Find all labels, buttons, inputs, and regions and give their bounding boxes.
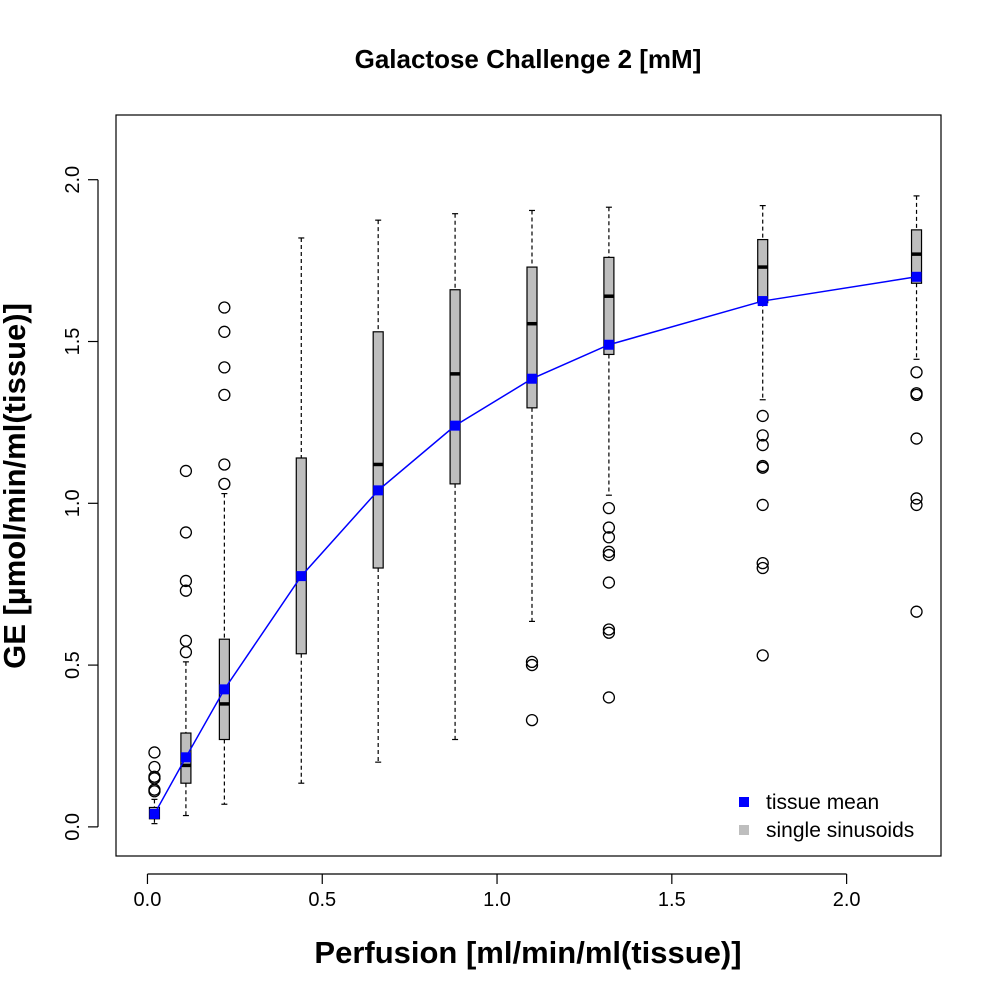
outlier-point (602, 548, 616, 562)
outlier-point (602, 521, 616, 534)
legend-swatch (739, 797, 749, 807)
outlier-point (602, 691, 616, 704)
outlier-point (756, 498, 769, 512)
tissue-mean-point (911, 271, 922, 282)
outlier-point (910, 432, 923, 445)
box-iqr (449, 289, 461, 485)
x-tick-label: 0.5 (308, 889, 336, 911)
x-tick-label: 1.0 (483, 889, 511, 911)
outlier-point (218, 361, 231, 374)
tissue-mean-point (450, 420, 461, 431)
outlier-point (179, 584, 193, 597)
tissue-mean-point (149, 808, 160, 819)
box-group-9 (910, 195, 923, 618)
axes-layer: 0.0 0.5 1.0 1.5 2.0 0.0 0.5 1.0 1.5 2.0 (62, 114, 942, 911)
outlier-point (756, 409, 769, 423)
box-iqr (526, 266, 538, 409)
chart-title: Galactose Challenge 2 [mM] (355, 44, 702, 74)
outlier-point (525, 713, 539, 727)
outlier-point (756, 557, 769, 570)
outlier-point (148, 770, 161, 783)
tissue-mean-point (373, 485, 384, 496)
box-group-6 (525, 209, 539, 727)
y-tick-label: 1.0 (62, 489, 84, 517)
tissue-mean-point (219, 684, 230, 695)
outlier-point (756, 649, 769, 662)
tissue-mean-point (757, 296, 768, 307)
tissue-mean-line (153, 276, 917, 815)
box-group-4 (372, 219, 384, 763)
outlier-point (218, 458, 231, 471)
outlier-point (602, 626, 616, 639)
box-iqr (757, 238, 769, 304)
outlier-point (179, 574, 193, 588)
tissue-mean-point (526, 373, 537, 384)
box-group-7 (602, 206, 616, 704)
outlier-point (218, 388, 231, 402)
outlier-point (179, 634, 193, 647)
outlier-point (218, 301, 231, 314)
outlier-point (602, 502, 616, 515)
box-group-5 (449, 213, 461, 741)
y-tick-label: 2.0 (62, 166, 84, 194)
outlier-point (756, 459, 769, 473)
box-iqr (372, 331, 384, 569)
y-axis-label: GE [µmol/min/ml(tissue)] (0, 303, 32, 669)
outlier-point (910, 498, 923, 512)
outlier-point (602, 531, 616, 544)
y-tick-label: 0.5 (62, 651, 84, 679)
outlier-point (602, 545, 616, 558)
outlier-point (910, 605, 923, 618)
legend-entry: tissue mean (766, 791, 879, 814)
plot-frame (115, 114, 942, 857)
x-tick-label: 1.5 (658, 889, 686, 911)
outlier-point (756, 429, 769, 442)
box-iqr (910, 229, 923, 284)
outlier-point (179, 526, 193, 539)
tissue-mean-point (603, 339, 614, 350)
outlier-point (910, 492, 923, 505)
legend-swatch (739, 825, 749, 835)
outlier-point (602, 623, 616, 636)
outlier-point (218, 325, 231, 338)
outlier-point (910, 366, 923, 379)
legend-entry: single sinusoids (766, 819, 914, 842)
y-tick-label: 1.5 (62, 328, 84, 356)
x-tick-label: 0.0 (134, 889, 162, 911)
outlier-point (179, 464, 193, 478)
outlier-point (525, 658, 539, 672)
outlier-point (602, 576, 616, 589)
outlier-point (756, 561, 769, 575)
x-axis-label: Perfusion [ml/min/ml(tissue)] (314, 935, 741, 970)
outlier-point (218, 477, 231, 491)
outlier-point (910, 387, 923, 400)
box-iqr (295, 457, 307, 655)
legend: tissue mean single sinusoids (739, 791, 914, 842)
x-tick-label: 2.0 (833, 889, 861, 911)
outlier-point (148, 760, 161, 774)
box-iqr (603, 256, 615, 356)
tissue-mean-point (180, 752, 191, 763)
y-tick-label: 0.0 (62, 813, 84, 841)
boxplot-layer (148, 195, 923, 825)
tissue-mean-point (296, 571, 307, 582)
outlier-point (756, 438, 769, 452)
outlier-point (525, 655, 539, 669)
tissue-mean-layer (149, 271, 922, 819)
outlier-point (148, 746, 161, 759)
